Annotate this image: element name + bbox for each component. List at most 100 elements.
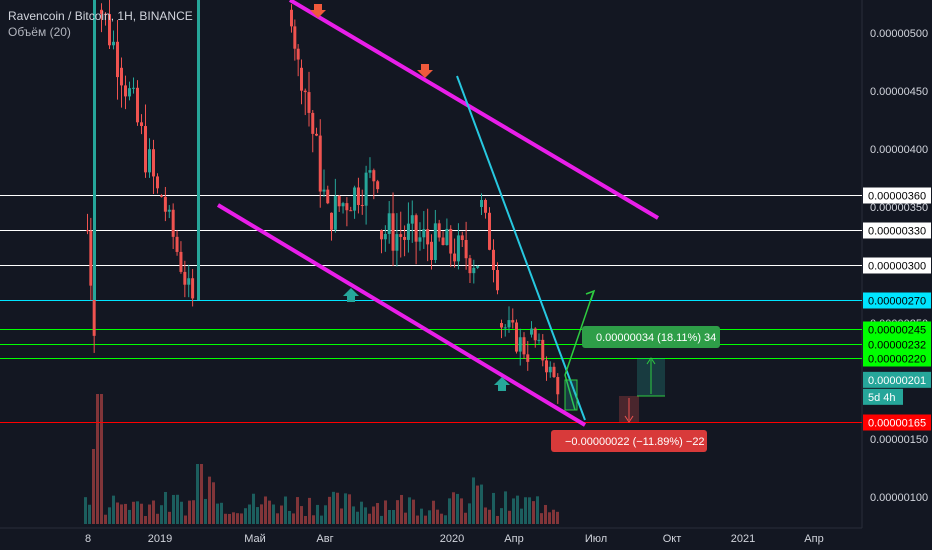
- volume-bar: [328, 496, 331, 524]
- x-tick-label: Июл: [585, 533, 607, 545]
- volume-bar: [104, 514, 107, 524]
- volume-bar: [148, 504, 151, 524]
- candles: [86, 0, 560, 404]
- x-tick-label: 2020: [440, 533, 464, 545]
- level-price-tag-label: 0.00000245: [868, 325, 926, 337]
- volume-bar: [400, 494, 403, 524]
- volume-bar: [440, 513, 443, 524]
- volume-bar: [280, 505, 283, 524]
- candle-body: [515, 322, 518, 352]
- volume-bar: [276, 513, 279, 524]
- level-price-tag: [863, 350, 931, 367]
- candle-body: [167, 209, 171, 212]
- candle-body: [372, 170, 376, 182]
- volume-bar: [452, 492, 455, 524]
- candle-body: [445, 228, 449, 246]
- level-price-tag-label: 0.00000330: [868, 226, 926, 238]
- volume-bar: [144, 515, 147, 524]
- candle-body: [500, 323, 503, 328]
- candle-body: [453, 253, 457, 262]
- volume-bar: [236, 513, 239, 524]
- volume-bar: [376, 503, 379, 524]
- volume-bar: [256, 507, 259, 524]
- candle-body: [315, 133, 318, 136]
- volume-bar: [544, 504, 547, 524]
- candle-body: [156, 176, 159, 189]
- volume-bar: [344, 493, 347, 524]
- level-price-tag-label: 0.00000232: [868, 340, 926, 352]
- volume-bar: [472, 477, 475, 524]
- candle-body: [160, 195, 163, 197]
- time-axis[interactable]: 8 2019 Май Авг 2020 Апр Июл Окт 2021 Апр: [85, 533, 824, 545]
- level-price-tag-label: 0.00000300: [868, 261, 926, 273]
- candle-body: [326, 189, 330, 204]
- drawings: 0.00000034 (18.11%) 34 −0.00000022 (−11.8…: [216, 0, 720, 452]
- candle-body: [480, 199, 483, 207]
- level-price-tag-label: 0.00000220: [868, 354, 926, 366]
- volume-bar: [212, 482, 215, 524]
- volume-bar: [92, 449, 95, 524]
- projection-box: [564, 379, 578, 411]
- volume-bar: [420, 508, 423, 524]
- candle-body: [187, 278, 191, 285]
- volume-bar: [380, 515, 383, 524]
- volume-bar: [240, 513, 243, 524]
- candle-body: [460, 235, 464, 240]
- candle-body: [191, 278, 195, 299]
- volume-bar: [444, 515, 447, 524]
- candle-body: [337, 195, 341, 207]
- channel-lower-line: [216, 203, 587, 427]
- volume-bar: [392, 509, 395, 524]
- volume-bar: [352, 506, 355, 524]
- volume-bar: [224, 513, 227, 524]
- volume-bar: [124, 503, 127, 524]
- candle-body: [433, 223, 437, 260]
- candle-body: [100, 9, 103, 14]
- candle-body: [437, 223, 441, 238]
- candle-body: [380, 230, 383, 240]
- buy-arrow-icon: [343, 288, 359, 302]
- candle-body: [364, 172, 368, 206]
- volume-bar: [504, 491, 507, 524]
- candle-body: [430, 241, 433, 260]
- candle-body: [426, 229, 430, 245]
- candle-body: [556, 377, 560, 395]
- candle-body: [422, 229, 426, 238]
- volume-bar: [512, 498, 515, 524]
- long-measure-label: 0.00000034 (18.11%) 34: [596, 332, 716, 344]
- candle-body: [356, 187, 360, 205]
- candle-body: [441, 237, 445, 246]
- projection-arrowhead: [585, 289, 596, 301]
- candle-body: [136, 87, 139, 123]
- candle-body: [303, 90, 307, 93]
- volume-bar: [84, 497, 87, 524]
- countdown-tag-label: 5d 4h: [868, 392, 896, 404]
- candle-body: [318, 135, 322, 192]
- volume-bar: [164, 491, 167, 524]
- candle-body: [464, 239, 468, 259]
- volume-bar: [300, 506, 303, 524]
- level-price-tag-label: 0.00000165: [868, 418, 926, 430]
- price-axis[interactable]: 0.00000500 0.00000450 0.00000400 0.00000350…: [863, 28, 931, 504]
- volume-bar: [176, 494, 179, 524]
- volume-bar: [208, 476, 211, 524]
- volume-bar: [404, 512, 407, 524]
- candle-body: [414, 215, 418, 242]
- candle-body: [476, 266, 480, 268]
- volume-bar: [360, 501, 363, 524]
- candle-body: [545, 360, 548, 373]
- grid-lines: [0, 0, 863, 529]
- candle-body: [112, 41, 115, 46]
- candle-body: [449, 228, 453, 254]
- volume-bar: [368, 513, 371, 524]
- volume-bar: [184, 515, 187, 524]
- volume-bar: [264, 496, 267, 524]
- x-tick-label: Авг: [316, 533, 333, 545]
- candle-body: [92, 285, 96, 336]
- volume-bar: [324, 505, 327, 524]
- level-price-tag-label: 0.00000270: [868, 296, 926, 308]
- volume-bars: [84, 394, 559, 524]
- volume-bar: [488, 509, 491, 524]
- volume-bar: [460, 498, 463, 524]
